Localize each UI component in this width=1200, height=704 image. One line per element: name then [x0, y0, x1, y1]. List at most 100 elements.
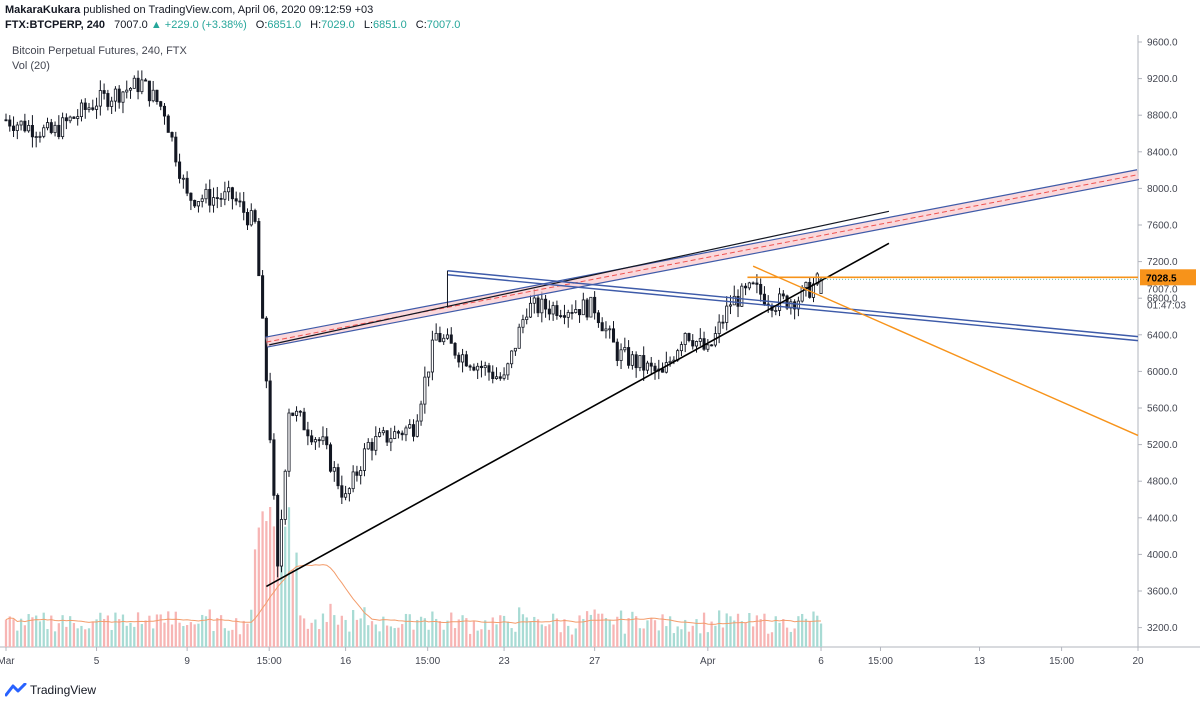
- candle-body: [396, 431, 400, 434]
- candle-body: [725, 305, 729, 323]
- candle-body: [634, 354, 638, 369]
- candle-body: [698, 338, 702, 342]
- volume-bar: [706, 632, 709, 647]
- descending-band-edge: [447, 270, 1139, 338]
- volume-bar: [250, 609, 253, 647]
- candle-body: [649, 362, 653, 367]
- volume-bar: [506, 621, 509, 647]
- volume-bar: [684, 619, 687, 647]
- price-chart[interactable]: 9600.0 9200.0 8800.0 8400.0 8000.0 7600.0 7200…: [0, 35, 1200, 675]
- volume-bar: [57, 623, 60, 647]
- volume-bar: [295, 552, 298, 647]
- candle-body: [257, 221, 261, 277]
- volume-bar: [521, 614, 525, 647]
- candle-body: [264, 317, 268, 382]
- candle-body: [234, 198, 238, 202]
- volume-bar: [223, 628, 226, 647]
- volume-bar: [419, 616, 423, 647]
- time-tick-label: Mar: [0, 656, 15, 667]
- volume-bar: [99, 612, 102, 647]
- candle-body: [238, 200, 242, 203]
- volume-bar: [657, 630, 660, 647]
- candle-body: [691, 340, 695, 347]
- candle-body: [487, 365, 491, 373]
- candle-body: [736, 295, 740, 307]
- candle-body: [638, 355, 642, 369]
- candle-body: [159, 101, 163, 107]
- volume-bar: [763, 613, 766, 647]
- candle-body: [668, 360, 672, 363]
- candle-body: [378, 432, 382, 437]
- tradingview-logo-icon[interactable]: [5, 683, 27, 697]
- candle-body: [642, 355, 646, 371]
- volume-bar: [487, 629, 491, 647]
- volume-bar: [589, 614, 592, 647]
- candle-body: [611, 328, 616, 343]
- volume-bar: [208, 609, 211, 647]
- volume-bar: [84, 629, 87, 647]
- candle-body: [600, 322, 604, 332]
- price-tick-label: 9600.0: [1147, 38, 1178, 49]
- chart-frame[interactable]: 9600.0 9200.0 8800.0 8400.0 8000.0 7600.0 7200…: [0, 35, 1200, 675]
- candle-body: [751, 282, 755, 285]
- candle-body: [128, 87, 133, 91]
- time-tick-label: 15:00: [868, 656, 893, 667]
- candle-body: [366, 441, 370, 450]
- volume-bar: [318, 629, 321, 647]
- volume-bar: [435, 618, 438, 647]
- volume-bar: [751, 626, 755, 647]
- volume-bar: [106, 615, 110, 647]
- volume-bar: [253, 549, 257, 647]
- volume-bar: [182, 626, 185, 647]
- candle-body: [755, 282, 759, 285]
- last-price: 7007.0: [114, 19, 148, 31]
- candle-body: [162, 105, 167, 117]
- price-change: ▲ +229.0 (+3.38%): [150, 19, 247, 31]
- volume-bar: [408, 614, 411, 647]
- volume-bar: [38, 621, 42, 647]
- price-tick-label: 6800.0: [1147, 294, 1178, 305]
- volume-bar: [427, 629, 430, 647]
- volume-bar: [702, 612, 706, 647]
- volume-bar: [310, 622, 313, 647]
- rising-trendline: [265, 242, 890, 588]
- candle-body: [419, 403, 423, 422]
- volume-bar: [367, 625, 370, 647]
- volume-bar: [201, 614, 204, 647]
- candle-body: [306, 429, 310, 437]
- candle-body: [4, 119, 8, 122]
- candle-body: [298, 410, 302, 413]
- candle-body: [61, 117, 65, 138]
- candle-body: [310, 435, 314, 443]
- volume-bar: [653, 620, 657, 647]
- candle-body: [517, 326, 521, 349]
- candle-body: [581, 299, 585, 316]
- volume-bar: [212, 630, 215, 647]
- close-label: C:: [415, 19, 427, 31]
- candle-body: [457, 354, 461, 363]
- candle-body: [442, 337, 446, 343]
- volume-bar: [480, 629, 483, 647]
- volume-bar: [733, 620, 736, 647]
- candle-body: [453, 342, 457, 356]
- candle-body: [468, 365, 472, 368]
- candle-body: [155, 89, 159, 102]
- candle-body: [140, 79, 144, 93]
- candle-body: [132, 77, 136, 89]
- volume-bar: [638, 628, 642, 647]
- volume-bar: [355, 619, 359, 647]
- volume-bar: [472, 621, 476, 647]
- volume-bar: [235, 618, 238, 647]
- volume-bar: [416, 619, 419, 647]
- author-name[interactable]: MakaraKukara: [5, 4, 81, 16]
- volume-bar: [619, 610, 623, 647]
- candle-body: [332, 467, 336, 472]
- volume-bar: [585, 611, 589, 647]
- candle-body: [276, 494, 280, 567]
- tradingview-brand[interactable]: TradingView: [30, 683, 97, 697]
- volume-bar: [721, 627, 725, 647]
- price-tick-label: 7200.0: [1147, 257, 1178, 268]
- volume-bar: [744, 622, 747, 647]
- candle-body: [510, 350, 514, 365]
- volume-bar: [340, 615, 343, 647]
